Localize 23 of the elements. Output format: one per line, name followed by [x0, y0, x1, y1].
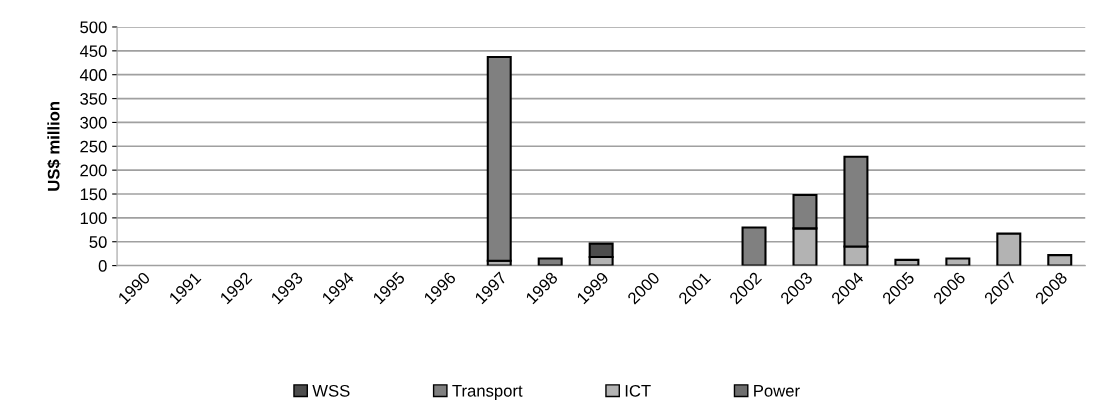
y-tick-label: 400	[79, 69, 107, 81]
y-tick-label: 50	[89, 236, 107, 248]
y-axis-title: US$ million	[47, 101, 61, 191]
y-tick-label: 200	[80, 164, 107, 177]
bar	[537, 257, 563, 266]
bar	[741, 226, 767, 266]
y-tick-label: 250	[80, 140, 107, 153]
y-tick-label: 450	[79, 45, 107, 58]
bar	[894, 258, 920, 266]
y-tick-label: 500	[80, 21, 107, 34]
y-tick-label: 300	[80, 116, 107, 129]
legend-label: Power	[754, 385, 800, 397]
y-tick-label: 150	[80, 188, 107, 201]
bar	[945, 257, 971, 266]
bar	[486, 56, 512, 262]
legend-label: WSS	[312, 384, 350, 397]
bar	[1047, 254, 1073, 266]
bar	[996, 232, 1022, 266]
y-tick-label: 350	[80, 92, 107, 105]
legend-label: ICT	[625, 384, 651, 397]
legend-label: Transport	[452, 385, 523, 400]
y-tick-label: 0	[98, 260, 107, 272]
y-tick-label: 100	[80, 212, 107, 225]
